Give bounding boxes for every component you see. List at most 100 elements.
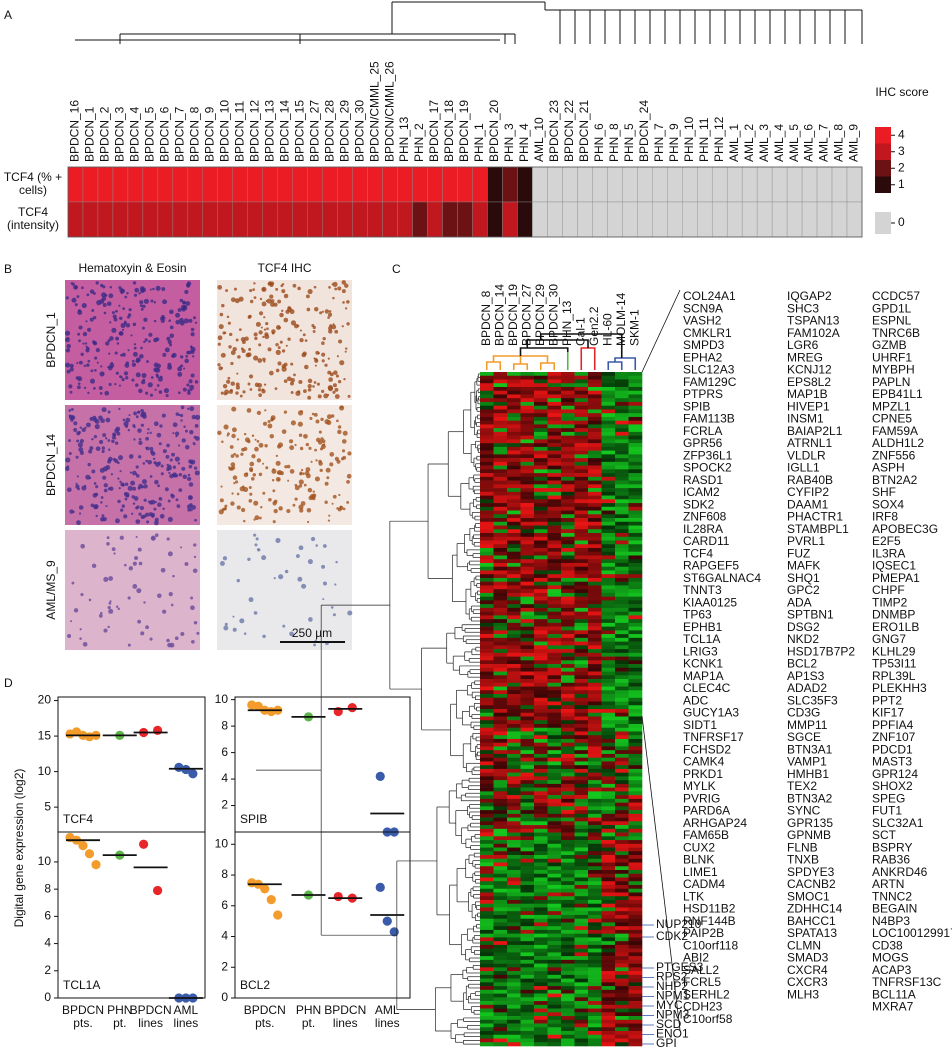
- cell-nucleus: [124, 295, 128, 299]
- expression-cell: [547, 630, 562, 635]
- gene-name: ADAD2: [787, 681, 827, 695]
- cell-nucleus: [243, 432, 247, 436]
- cell-nucleus: [253, 500, 259, 506]
- expression-cell: [588, 600, 602, 605]
- expression-cell: [574, 589, 589, 594]
- expression-cell: [574, 458, 589, 463]
- expression-cell: [574, 694, 589, 699]
- cell-nucleus: [188, 379, 193, 384]
- expression-cell: [520, 971, 535, 976]
- expression-cell: [480, 1038, 494, 1043]
- expression-cell: [520, 506, 535, 511]
- expression-cell: [601, 742, 616, 747]
- cell-nucleus: [302, 472, 305, 476]
- expression-cell: [601, 952, 616, 957]
- expression-cell: [507, 806, 521, 811]
- cell-nucleus: [124, 424, 129, 428]
- expression-cell: [493, 817, 508, 822]
- cell-nucleus: [69, 367, 74, 372]
- cell-nucleus: [253, 332, 258, 337]
- expression-cell: [628, 458, 643, 463]
- expression-cell: [520, 604, 535, 609]
- expression-cell: [534, 948, 548, 953]
- expression-cell: [561, 1019, 575, 1024]
- expression-cell: [561, 881, 575, 886]
- expression-cell: [480, 877, 494, 882]
- expression-cell: [615, 514, 629, 519]
- expression-cell: [601, 465, 616, 470]
- cell-nucleus: [160, 567, 166, 573]
- expression-cell: [534, 933, 548, 938]
- cell-nucleus: [131, 378, 135, 382]
- gene-name: TNRC6B: [872, 326, 920, 340]
- column-dendrogram: [485, 355, 556, 370]
- expression-cell: [507, 656, 521, 661]
- expression-cell: [507, 476, 521, 481]
- expression-cell: [601, 881, 616, 886]
- expression-cell: [615, 918, 629, 923]
- expression-cell: [480, 855, 494, 860]
- expression-cell: [534, 705, 548, 710]
- expression-cell: [547, 652, 562, 657]
- cell-nucleus: [301, 583, 307, 589]
- expression-cell: [601, 877, 616, 882]
- expression-cell: [561, 544, 575, 549]
- cell-nucleus: [133, 555, 139, 561]
- micrograph: [65, 405, 201, 526]
- expression-cell: [615, 795, 629, 800]
- expression-cell: [628, 555, 643, 560]
- heatmap-cell: [726, 166, 743, 203]
- cell-nucleus: [194, 321, 198, 324]
- cell-nucleus: [234, 480, 239, 484]
- expression-cell: [615, 641, 629, 646]
- gene-name: NPM3: [656, 1008, 690, 1022]
- expression-cell: [480, 637, 494, 642]
- cell-nucleus: [307, 378, 313, 384]
- expression-cell: [547, 574, 562, 579]
- expression-cell: [507, 1042, 521, 1047]
- cell-nucleus: [138, 455, 142, 459]
- expression-cell: [601, 780, 616, 785]
- cell-nucleus: [332, 383, 337, 388]
- cell-nucleus: [277, 299, 282, 304]
- cell-nucleus: [172, 574, 175, 578]
- cell-nucleus: [236, 505, 241, 510]
- cell-nucleus: [142, 378, 146, 382]
- cell-nucleus: [65, 362, 71, 368]
- cell-nucleus: [248, 597, 254, 603]
- expression-cell: [534, 873, 548, 878]
- data-point: [153, 885, 163, 896]
- cell-nucleus: [135, 465, 139, 469]
- cell-nucleus: [222, 384, 228, 389]
- cell-nucleus: [85, 320, 88, 323]
- data-point: [333, 891, 343, 902]
- expression-cell: [480, 697, 494, 702]
- expression-cell: [561, 518, 575, 523]
- y-tick-label: 2: [221, 798, 228, 812]
- expression-cell: [547, 828, 562, 833]
- cell-nucleus: [306, 507, 312, 513]
- expression-cell: [561, 443, 575, 448]
- expression-cell: [628, 989, 643, 994]
- expression-cell: [628, 978, 643, 983]
- expression-cell: [493, 1042, 508, 1047]
- cell-nucleus: [298, 545, 304, 551]
- expression-cell: [588, 1027, 602, 1032]
- gene-name: SPATA13: [787, 926, 837, 940]
- cell-nucleus: [323, 393, 329, 399]
- expression-cell: [588, 765, 602, 770]
- cell-nucleus: [138, 292, 141, 295]
- cell-nucleus: [132, 502, 136, 505]
- cell-nucleus: [239, 394, 243, 398]
- cell-nucleus: [232, 475, 238, 480]
- expression-cell: [480, 944, 494, 949]
- cell-nucleus: [275, 287, 279, 291]
- expression-cell: [561, 596, 575, 601]
- cell-nucleus: [307, 487, 313, 493]
- cell-nucleus: [222, 556, 228, 561]
- expression-cell: [588, 712, 602, 717]
- cell-nucleus: [71, 581, 75, 585]
- expression-cell: [534, 488, 548, 493]
- cell-nucleus: [193, 621, 198, 625]
- expression-cell: [601, 1019, 616, 1024]
